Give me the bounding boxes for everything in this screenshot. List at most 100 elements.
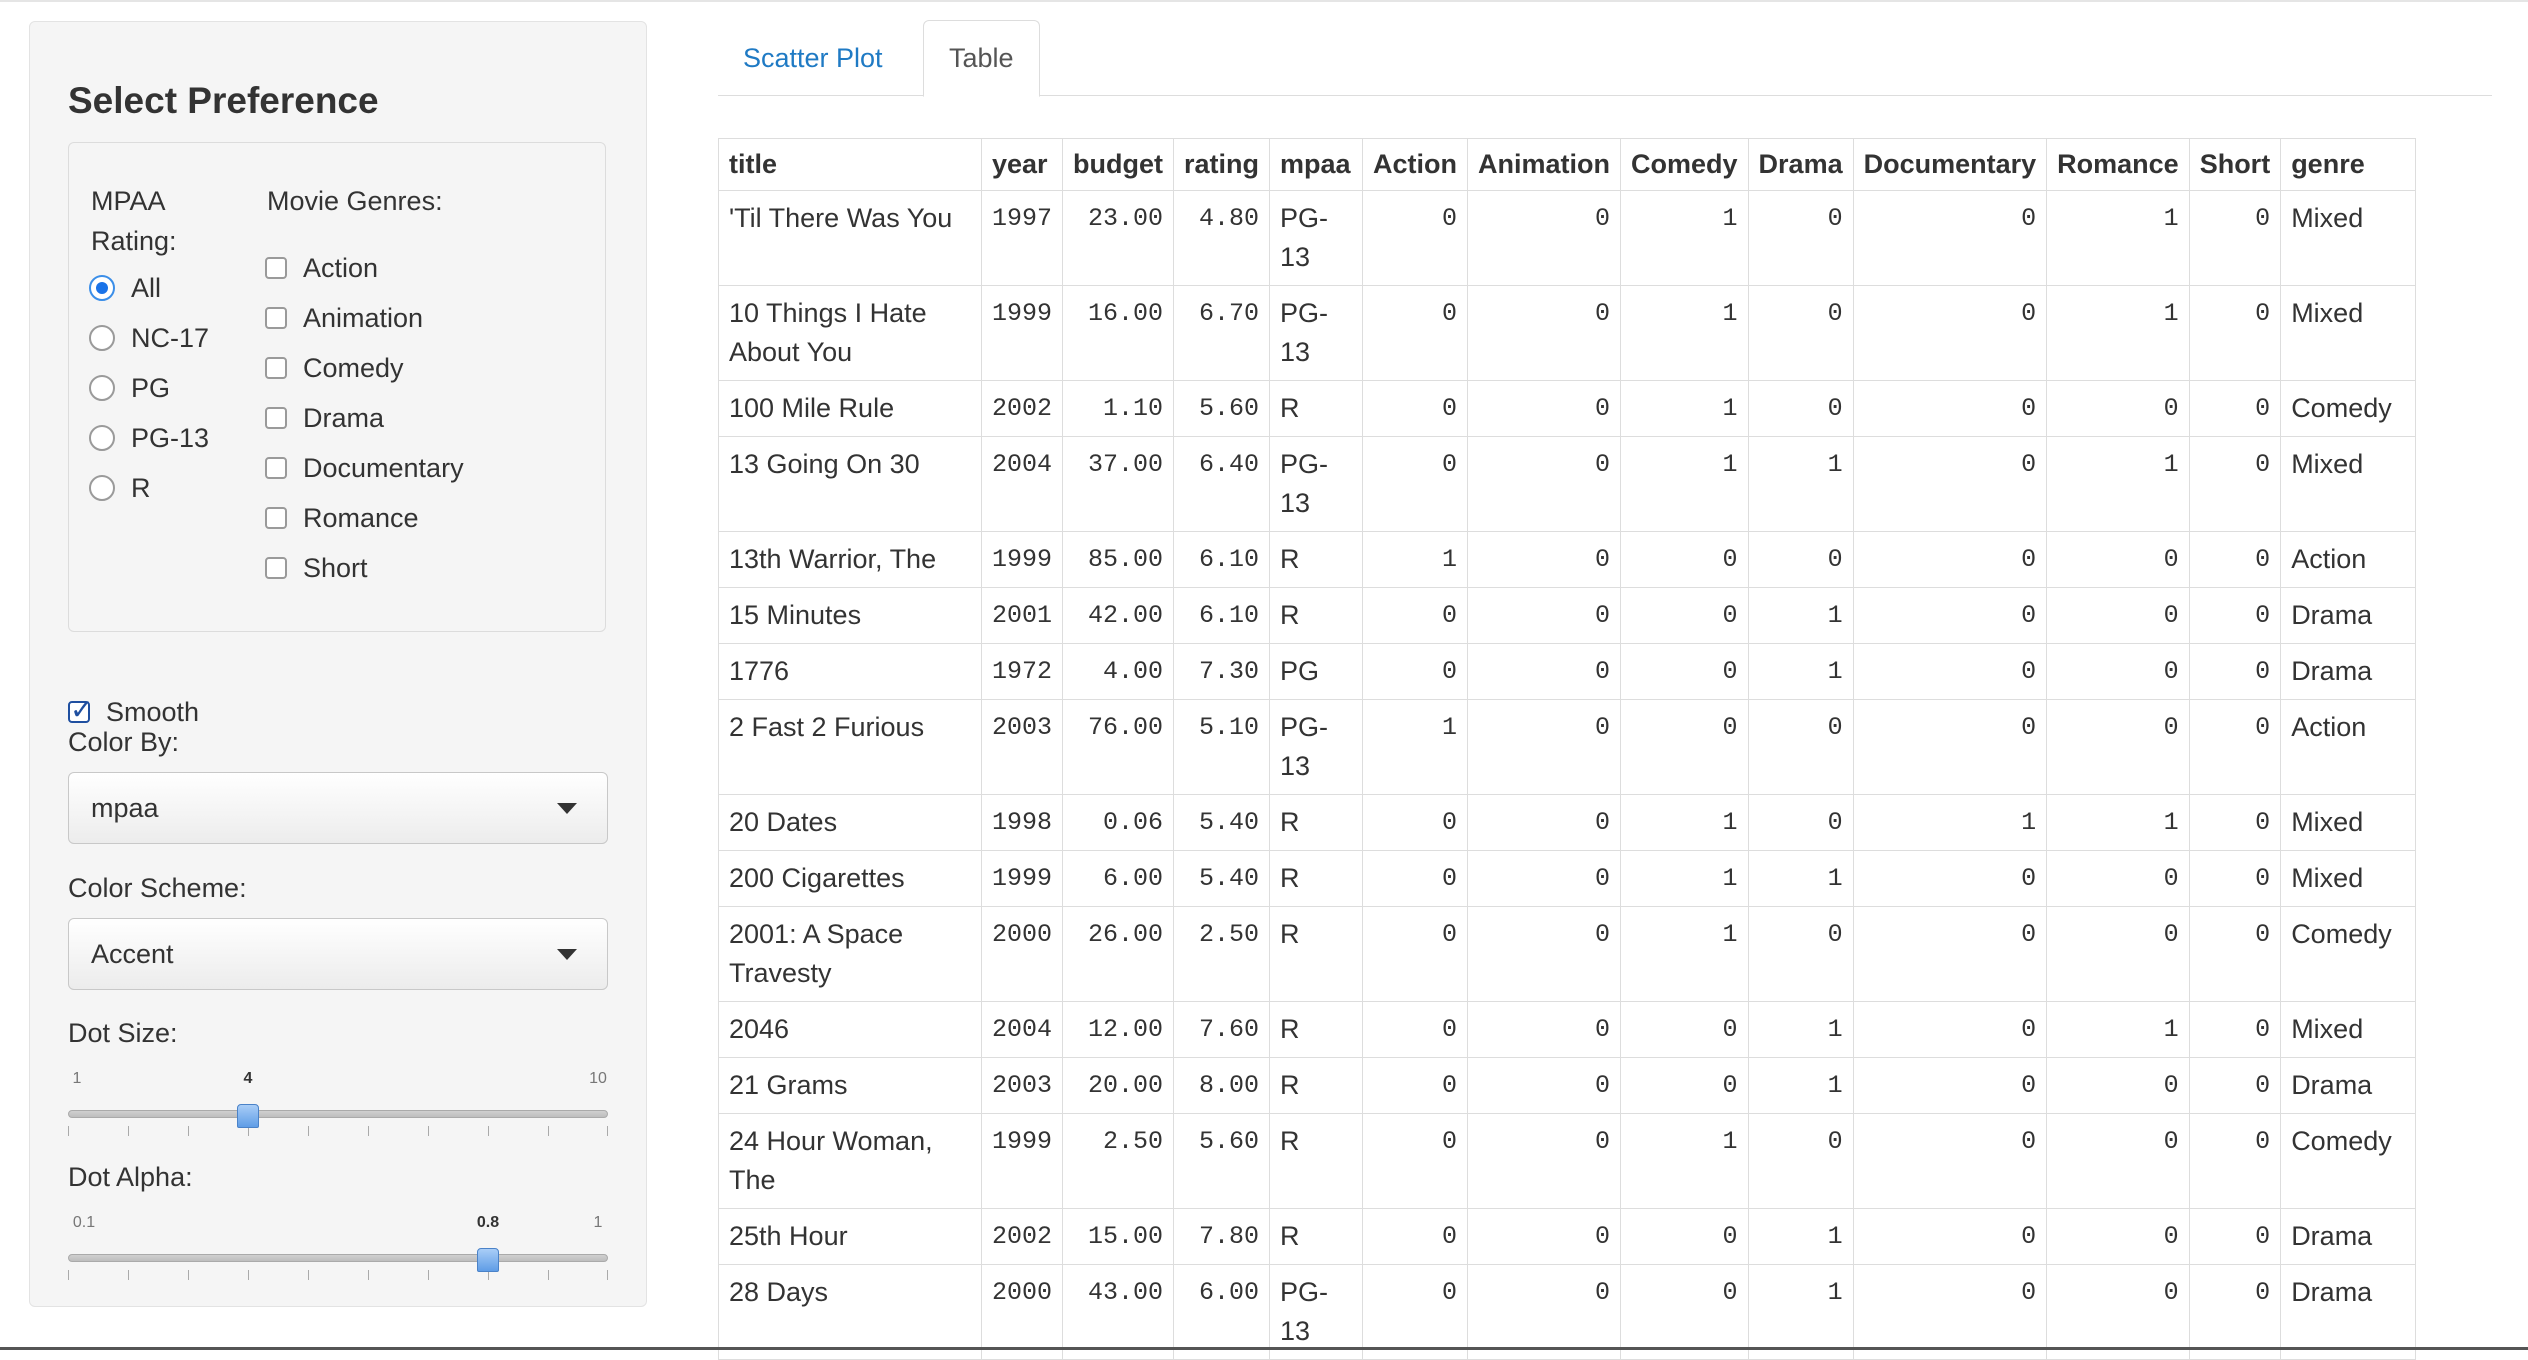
table-cell-rating: 8.00: [1172, 1057, 1271, 1114]
radio-button-icon[interactable]: [89, 275, 115, 301]
slider-min-label: 0.1: [72, 1214, 96, 1231]
color-by-select[interactable]: mpaa: [68, 772, 608, 844]
smooth-checkbox[interactable]: Smooth: [68, 692, 199, 732]
table-cell-romance: 0: [2046, 587, 2190, 644]
radio-button-icon[interactable]: [89, 325, 115, 351]
genre-checkbox-comedy[interactable]: Comedy: [265, 348, 404, 388]
dot-alpha-slider[interactable]: 0.1 0.8 1: [68, 1214, 608, 1284]
table-cell-animation: 0: [1467, 699, 1622, 795]
radio-button-icon[interactable]: [89, 475, 115, 501]
checkbox-icon[interactable]: [265, 257, 287, 279]
table-cell-action: 0: [1362, 906, 1469, 1002]
table-row: 15 Minutes 2001 42.00 6.10 R 0 0 0 1 0 0 0 Drama: [718, 587, 2417, 644]
table-cell-title: 1776: [718, 643, 982, 700]
table-row: 24 Hour Woman, The 1999 2.50 5.60 R 0 0 1 0 0 0 0 Co…: [718, 1113, 2417, 1209]
table-cell-year: 2001: [980, 587, 1064, 644]
sidebar-title: Select Preference: [68, 80, 379, 121]
table-row: 13 Going On 30 2004 37.00 6.40 PG-13 0 0 1 1 0 1 0 M…: [718, 436, 2417, 532]
slider-value-label: 4: [243, 1070, 253, 1087]
checkbox-icon[interactable]: [68, 693, 93, 726]
slider-handle[interactable]: [237, 1104, 259, 1128]
dot-size-slider[interactable]: 1 4 10: [68, 1070, 608, 1140]
table-cell-mpaa: PG-13: [1269, 190, 1364, 286]
table-cell-action: 0: [1362, 643, 1469, 700]
slider-track[interactable]: [68, 1110, 608, 1118]
column-header-romance[interactable]: Romance: [2046, 138, 2190, 191]
table-cell-romance: 0: [2046, 1264, 2190, 1360]
genre-checkbox-short[interactable]: Short: [265, 548, 368, 588]
table-cell-comedy: 1: [1620, 380, 1749, 437]
slider-max-label: 1: [593, 1214, 603, 1231]
genre-checkbox-animation[interactable]: Animation: [265, 298, 423, 338]
table-cell-action: 0: [1362, 190, 1469, 286]
tab-scatter-plot[interactable]: Scatter Plot: [743, 42, 883, 73]
table-cell-animation: 0: [1467, 531, 1622, 588]
table-cell-mpaa: PG-13: [1269, 285, 1364, 381]
table-cell-documentary: 0: [1852, 436, 2048, 532]
column-header-mpaa[interactable]: mpaa: [1269, 138, 1364, 191]
table-cell-romance: 1: [2046, 1001, 2190, 1058]
column-header-rating[interactable]: rating: [1172, 138, 1271, 191]
column-header-short[interactable]: Short: [2188, 138, 2282, 191]
checkbox-icon[interactable]: [265, 307, 287, 329]
column-header-comedy[interactable]: Comedy: [1620, 138, 1749, 191]
checkbox-icon[interactable]: [265, 557, 287, 579]
slider-tick: [488, 1126, 489, 1136]
checkbox-icon[interactable]: [265, 457, 287, 479]
table-cell-documentary: 0: [1852, 531, 2048, 588]
table-cell-genre: Mixed: [2280, 850, 2417, 907]
table-cell-rating: 6.00: [1172, 1264, 1271, 1360]
color-scheme-label: Color Scheme:: [68, 873, 247, 903]
color-scheme-select[interactable]: Accent: [68, 918, 608, 990]
table-cell-drama: 1: [1747, 1001, 1854, 1058]
table-cell-title: 10 Things I Hate About You: [718, 285, 982, 381]
radio-button-icon[interactable]: [89, 425, 115, 451]
table-cell-romance: 0: [2046, 531, 2190, 588]
genre-checkbox-drama[interactable]: Drama: [265, 398, 384, 438]
color-by-label: Color By:: [68, 727, 180, 757]
radio-nc-17[interactable]: NC-17: [89, 318, 209, 358]
radio-all[interactable]: All: [89, 268, 161, 308]
table-cell-romance: 0: [2046, 906, 2190, 1002]
table-cell-mpaa: R: [1269, 587, 1364, 644]
radio-pg[interactable]: PG: [89, 368, 170, 408]
table-cell-drama: 0: [1747, 190, 1854, 286]
table-cell-documentary: 0: [1852, 1057, 2048, 1114]
table-cell-romance: 0: [2046, 1057, 2190, 1114]
table-cell-action: 0: [1362, 285, 1469, 381]
table-cell-title: 13th Warrior, The: [718, 531, 982, 588]
column-header-action[interactable]: Action: [1362, 138, 1469, 191]
slider-track[interactable]: [68, 1254, 608, 1262]
column-header-budget[interactable]: budget: [1062, 138, 1174, 191]
column-header-documentary[interactable]: Documentary: [1852, 138, 2048, 191]
column-header-animation[interactable]: Animation: [1467, 138, 1622, 191]
slider-handle[interactable]: [477, 1248, 499, 1272]
genre-checkbox-romance[interactable]: Romance: [265, 498, 419, 538]
checkbox-icon[interactable]: [265, 507, 287, 529]
table-cell-rating: 7.30: [1172, 643, 1271, 700]
checkbox-icon[interactable]: [265, 407, 287, 429]
genre-checkbox-action[interactable]: Action: [265, 248, 378, 288]
table-cell-documentary: 0: [1852, 850, 2048, 907]
table-cell-drama: 1: [1747, 587, 1854, 644]
tab-table[interactable]: Table: [923, 20, 1040, 97]
radio-r[interactable]: R: [89, 468, 151, 508]
table-cell-romance: 0: [2046, 643, 2190, 700]
column-header-year[interactable]: year: [980, 138, 1064, 191]
table-cell-comedy: 0: [1620, 531, 1749, 588]
genre-checkbox-documentary[interactable]: Documentary: [265, 448, 464, 488]
radio-pg-13[interactable]: PG-13: [89, 418, 209, 458]
radio-button-icon[interactable]: [89, 375, 115, 401]
column-header-drama[interactable]: Drama: [1747, 138, 1854, 191]
column-header-title[interactable]: title: [718, 138, 982, 191]
checkbox-label: Action: [303, 252, 379, 283]
slider-tick: [368, 1126, 369, 1136]
column-header-genre[interactable]: genre: [2280, 138, 2417, 191]
table-cell-romance: 0: [2046, 1113, 2190, 1209]
table-cell-title: 2046: [718, 1001, 982, 1058]
checkbox-icon[interactable]: [265, 357, 287, 379]
bottom-border: [0, 1347, 2528, 1350]
table-cell-year: 1999: [980, 1113, 1064, 1209]
table-cell-year: 1972: [980, 643, 1064, 700]
table-cell-mpaa: PG-13: [1269, 1264, 1364, 1360]
